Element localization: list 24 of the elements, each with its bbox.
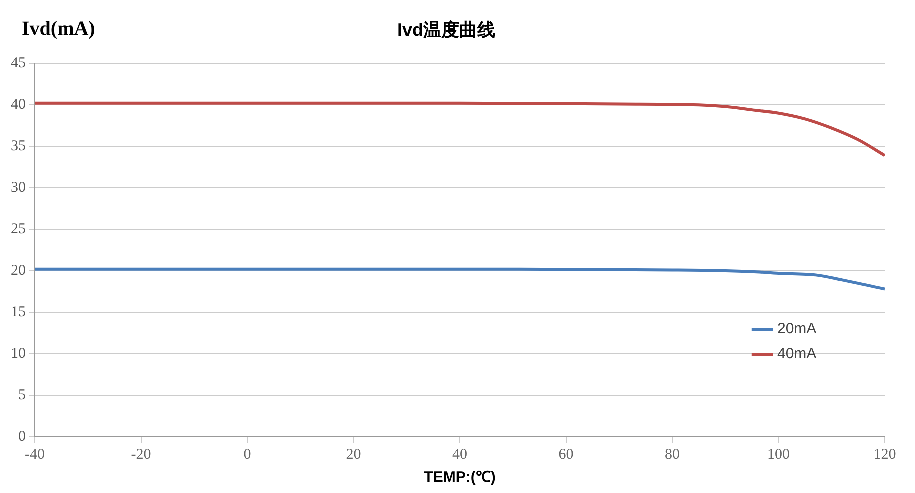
- y-tick-label: 5: [18, 387, 26, 404]
- x-tick-label: 100: [768, 446, 790, 463]
- y-axis-title: Ivd(mA): [22, 18, 96, 40]
- x-tick-label: 60: [558, 446, 574, 463]
- y-tick-label: 25: [11, 221, 26, 238]
- y-tick-label: 10: [11, 346, 26, 362]
- y-tick-label: 30: [11, 180, 26, 196]
- x-tick-label: 0: [244, 446, 252, 463]
- x-tick-label: 120: [874, 446, 896, 463]
- x-tick-label: 40: [452, 446, 468, 463]
- x-axis-title: TEMP:(℃): [424, 469, 496, 486]
- y-tick-label: 20: [11, 262, 26, 279]
- y-tick-label: 35: [11, 138, 26, 155]
- x-tick-label: -40: [25, 446, 45, 463]
- y-tick-label: 40: [11, 97, 26, 114]
- legend-label: 20mA: [778, 320, 817, 338]
- x-tick-label: 20: [346, 446, 362, 463]
- x-tick-label: 80: [665, 446, 680, 463]
- chart-title: Ivd温度曲线: [397, 20, 496, 40]
- y-tick-label: 45: [11, 56, 26, 72]
- y-tick-label: 0: [18, 428, 26, 445]
- y-tick-label: 15: [11, 304, 26, 320]
- legend-label: 40mA: [778, 346, 817, 363]
- x-tick-label: -20: [131, 446, 152, 463]
